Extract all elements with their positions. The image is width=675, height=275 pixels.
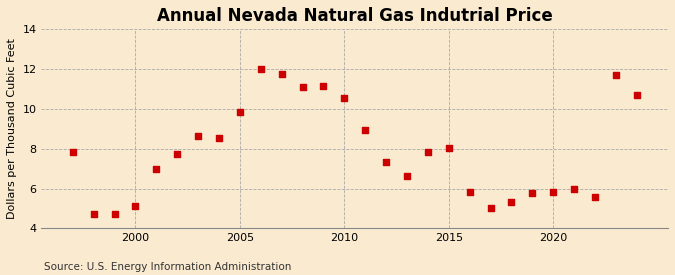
Point (443, 145, 454, 150)
Point (172, 152, 183, 156)
Point (255, 67, 266, 71)
Point (381, 160, 392, 164)
Point (402, 174, 412, 178)
Point (527, 190, 538, 195)
Point (276, 72, 287, 76)
Point (506, 199, 517, 204)
Point (589, 194, 600, 199)
Y-axis label: Dollars per Thousand Cubic Feet: Dollars per Thousand Cubic Feet (7, 39, 17, 219)
Point (130, 203, 141, 208)
Text: Source: U.S. Energy Information Administration: Source: U.S. Energy Information Administ… (44, 262, 291, 272)
Point (88, 211, 99, 216)
Point (151, 166, 162, 171)
Point (318, 84, 329, 88)
Point (548, 189, 559, 194)
Point (193, 134, 204, 138)
Point (213, 136, 224, 140)
Point (631, 93, 642, 97)
Point (297, 85, 308, 89)
Point (485, 205, 496, 210)
Point (109, 211, 120, 216)
Point (360, 128, 371, 132)
Point (464, 189, 475, 194)
Point (234, 110, 245, 114)
Point (568, 186, 579, 191)
Point (68, 150, 78, 154)
Point (339, 96, 350, 100)
Title: Annual Nevada Natural Gas Indutrial Price: Annual Nevada Natural Gas Indutrial Pric… (157, 7, 553, 25)
Point (610, 73, 621, 77)
Point (423, 150, 433, 154)
